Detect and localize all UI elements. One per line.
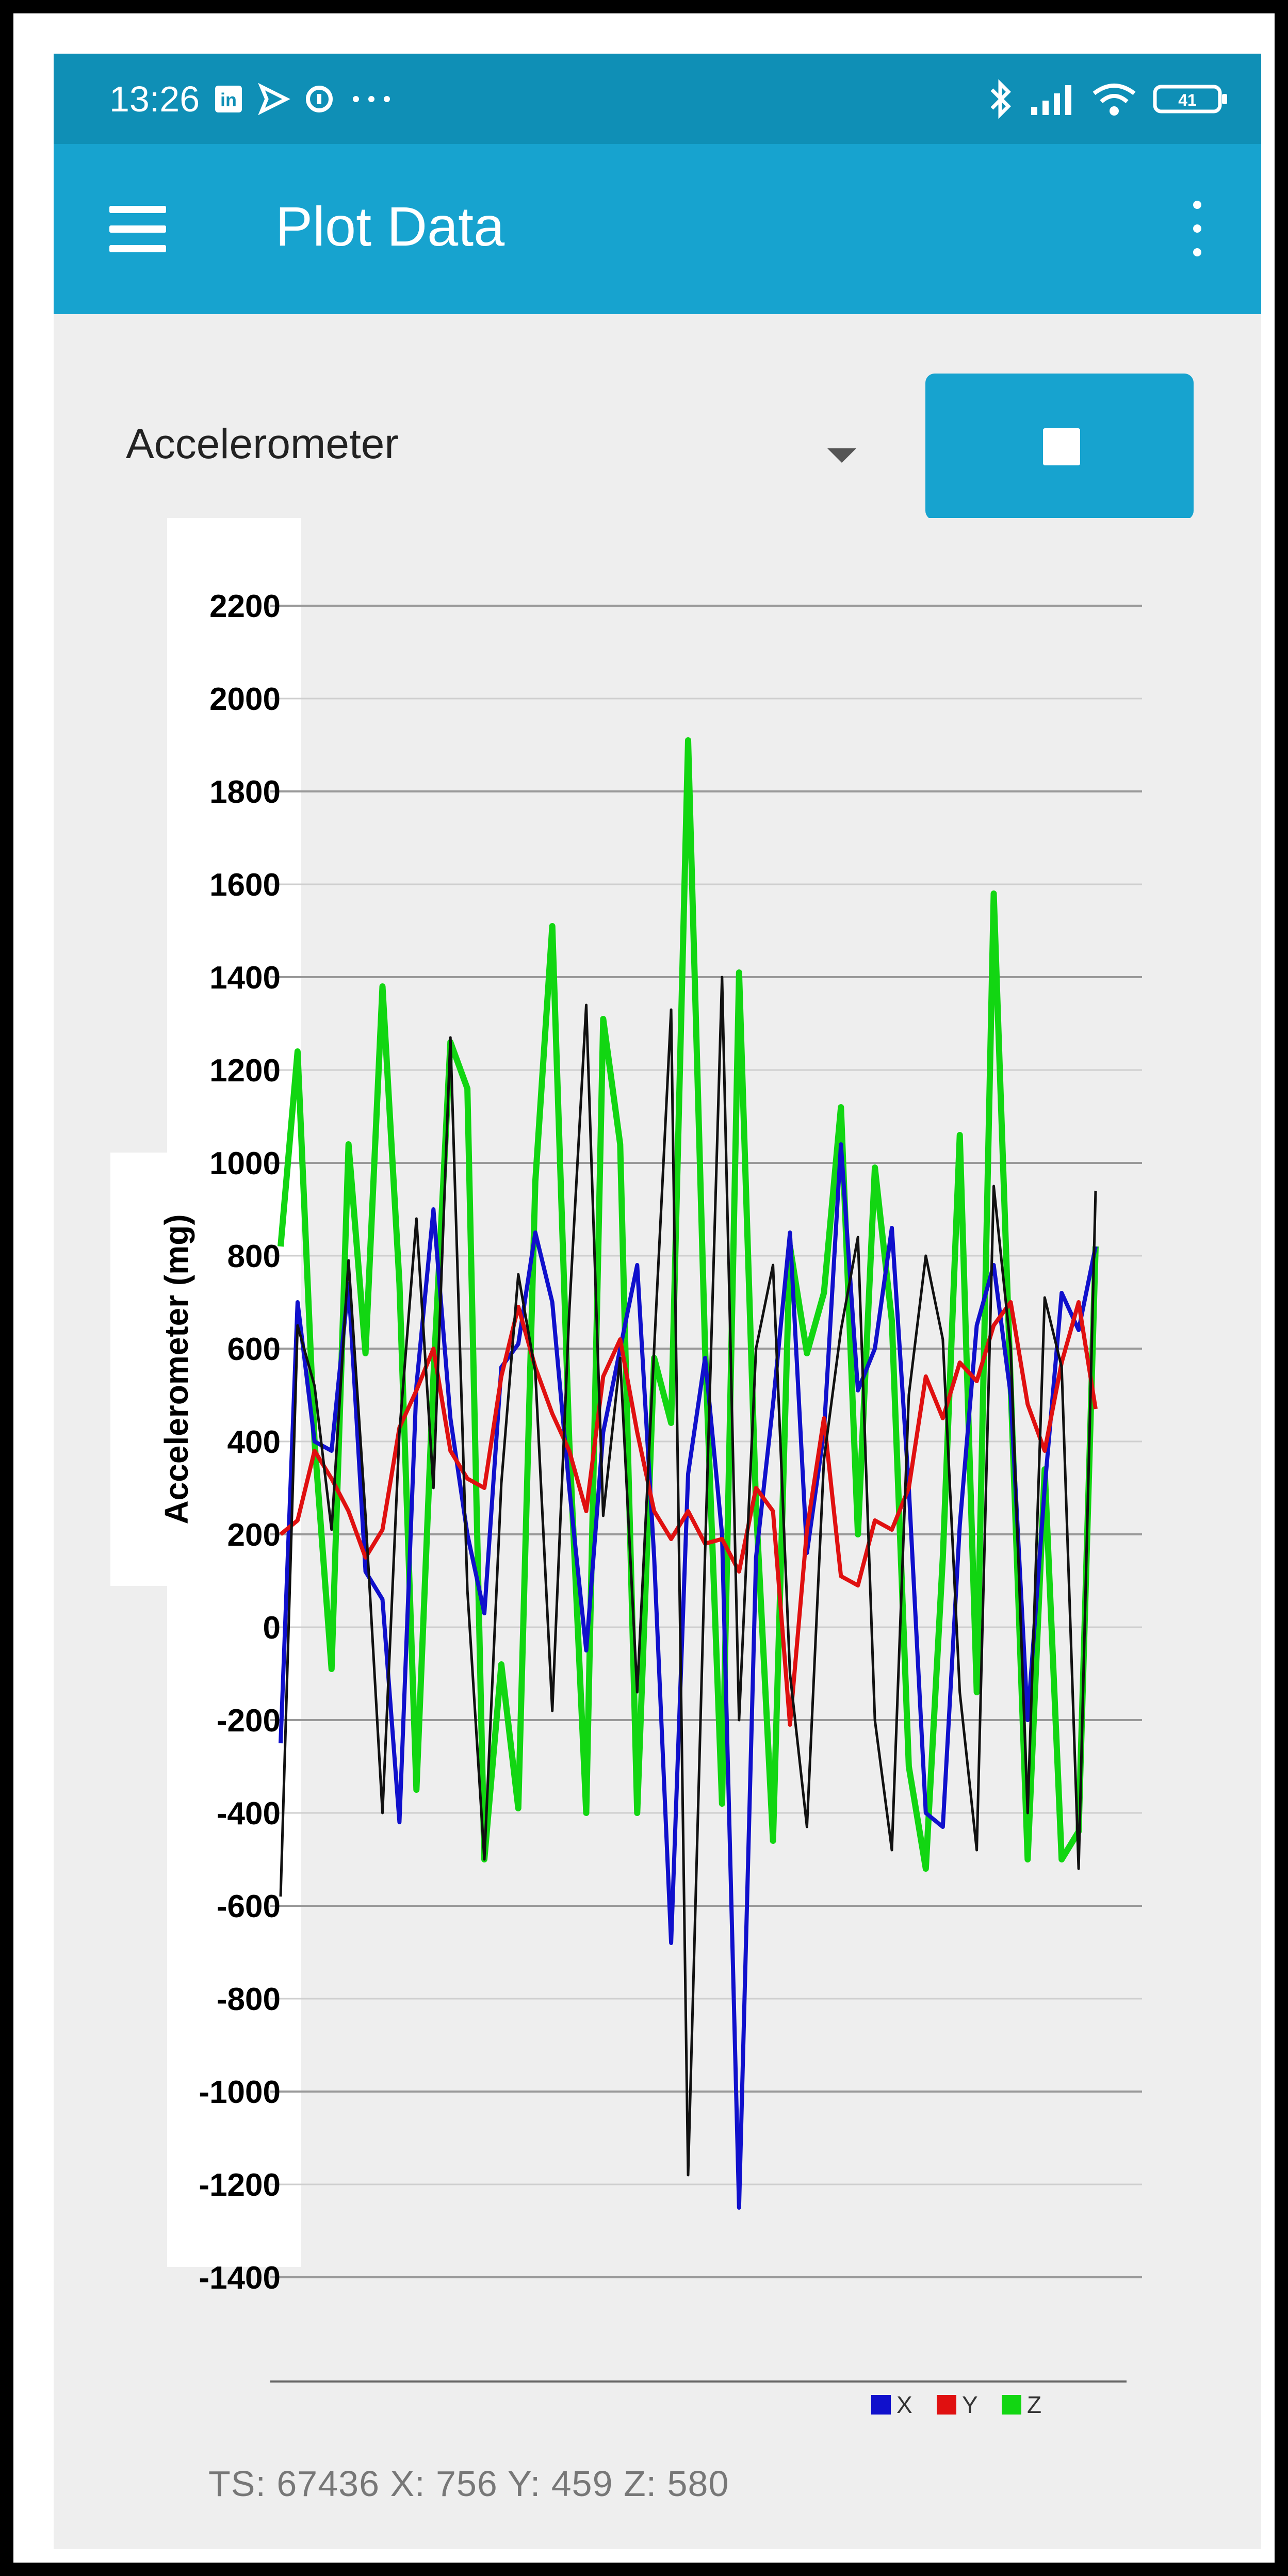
series-line-unlabeled [279, 976, 1097, 2177]
legend-swatch-x [871, 2395, 891, 2415]
bluetooth-icon [988, 78, 1014, 120]
series-line-y [279, 1300, 1098, 1727]
page-title: Plot Data [275, 195, 505, 257]
legend-swatch-z [1002, 2395, 1021, 2415]
app-bar: Plot Data [54, 144, 1261, 314]
dropdown-arrow-icon [827, 448, 856, 463]
y-tick-label: 1800 [209, 774, 281, 810]
wifi-icon [1091, 81, 1137, 117]
series-line-z [278, 737, 1099, 1872]
sensor-readout: TS: 67436 X: 756 Y: 459 Z: 580 [208, 2464, 729, 2504]
more-dots-icon [348, 91, 395, 107]
legend-label-y: Y [962, 2391, 978, 2418]
status-bar: 13:26 in [54, 54, 1261, 144]
stop-icon [1043, 428, 1080, 465]
y-tick-label: 0 [263, 1610, 281, 1646]
accelerometer-chart: 2200200018001600140012001000800600400200… [54, 518, 1261, 2468]
y-tick-label: -800 [217, 1982, 281, 2017]
legend: X Y Z [871, 2391, 1041, 2418]
sensor-selected-value: Accelerometer [126, 420, 399, 467]
data-series [278, 737, 1099, 2210]
legend-label-x: X [896, 2391, 912, 2418]
y-tick-label: 1400 [209, 960, 281, 996]
stop-button[interactable] [925, 374, 1194, 520]
signal-icon [1029, 81, 1075, 117]
y-tick-label: -600 [217, 1889, 281, 1924]
y-tick-label: 2000 [209, 682, 281, 717]
image-border: 13:26 in [13, 13, 1275, 2563]
y-tick-labels: 2200200018001600140012001000800600400200… [199, 589, 281, 2296]
y-tick-label: 1600 [209, 867, 281, 903]
y-tick-label: 2200 [209, 589, 281, 624]
svg-text:in: in [220, 89, 237, 110]
y-axis-title: Accelerometer (mg) [158, 1214, 195, 1524]
y-tick-label: -400 [217, 1796, 281, 1832]
hamburger-menu-icon[interactable] [109, 206, 166, 252]
legend-label-z: Z [1027, 2391, 1041, 2418]
y-tick-label: 1200 [209, 1053, 281, 1089]
y-tick-label: 1000 [209, 1146, 281, 1181]
status-time: 13:26 [109, 78, 200, 119]
y-axis-title-panel [110, 1153, 229, 1586]
y-tick-label: 600 [227, 1332, 281, 1367]
linkedin-icon: in [213, 84, 244, 115]
phone-screen: 13:26 in [54, 54, 1261, 2549]
battery-icon: 41 [1153, 83, 1230, 116]
y-tick-label: -1200 [199, 2167, 281, 2203]
y-tick-label: -200 [217, 1703, 281, 1739]
sensor-dropdown[interactable]: Accelerometer [126, 404, 858, 482]
battery-level: 41 [1178, 91, 1197, 109]
navigation-icon [257, 83, 290, 116]
vpn-icon [304, 84, 335, 115]
y-tick-label: -1400 [199, 2260, 281, 2296]
y-tick-label: 200 [227, 1517, 281, 1553]
more-vertical-icon[interactable] [1189, 196, 1204, 263]
y-tick-label: -1000 [199, 2075, 281, 2110]
y-tick-label: 800 [227, 1239, 281, 1274]
legend-swatch-y [937, 2395, 956, 2415]
y-tick-label: 400 [227, 1424, 281, 1460]
